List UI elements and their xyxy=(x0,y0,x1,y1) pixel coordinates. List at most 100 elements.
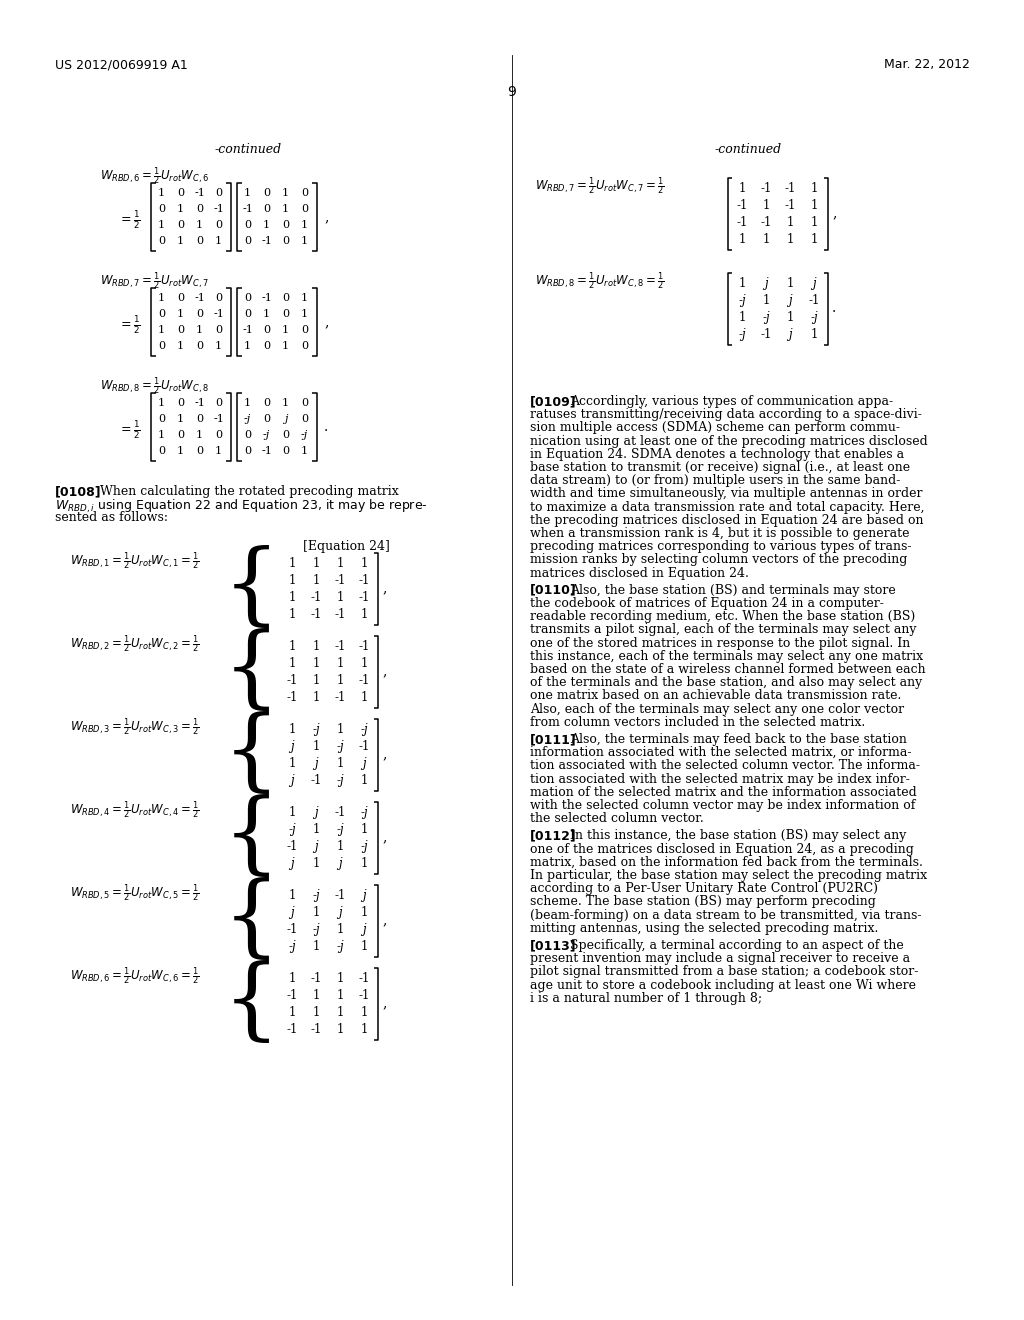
Text: 1: 1 xyxy=(360,940,368,953)
Text: -j: -j xyxy=(360,840,368,853)
Text: the precoding matrices disclosed in Equation 24 are based on: the precoding matrices disclosed in Equa… xyxy=(530,513,924,527)
Text: 0: 0 xyxy=(301,399,308,408)
Text: 1: 1 xyxy=(282,325,289,335)
Text: ,: , xyxy=(382,997,386,1010)
Text: width and time simultaneously, via multiple antennas in order: width and time simultaneously, via multi… xyxy=(530,487,923,500)
Text: -j: -j xyxy=(336,940,344,953)
Text: -1: -1 xyxy=(310,609,322,620)
Text: j: j xyxy=(290,857,294,870)
Text: -1: -1 xyxy=(213,205,224,214)
Text: 0: 0 xyxy=(263,187,270,198)
Text: 0: 0 xyxy=(177,293,184,304)
Text: information associated with the selected matrix, or informa-: information associated with the selected… xyxy=(530,746,911,759)
Text: 0: 0 xyxy=(301,414,308,424)
Text: 1: 1 xyxy=(196,220,203,230)
Text: -1: -1 xyxy=(287,923,298,936)
Text: (beam-forming) on a data stream to be transmitted, via trans-: (beam-forming) on a data stream to be tr… xyxy=(530,908,922,921)
Text: .: . xyxy=(324,420,329,434)
Text: -1: -1 xyxy=(334,574,346,587)
Text: 1: 1 xyxy=(312,822,319,836)
Text: pilot signal transmitted from a base station; a codebook stor-: pilot signal transmitted from a base sta… xyxy=(530,965,919,978)
Text: 0: 0 xyxy=(177,430,184,440)
Text: 1: 1 xyxy=(158,293,165,304)
Text: -1: -1 xyxy=(261,293,272,304)
Text: 0: 0 xyxy=(263,341,270,351)
Text: ,: , xyxy=(382,581,386,595)
Text: 1: 1 xyxy=(177,205,184,214)
Text: -continued: -continued xyxy=(715,143,781,156)
Text: 1: 1 xyxy=(312,657,319,671)
Text: 1: 1 xyxy=(360,822,368,836)
Text: -j: -j xyxy=(336,741,344,752)
Text: 1: 1 xyxy=(336,989,344,1002)
Text: one matrix based on an achievable data transmission rate.: one matrix based on an achievable data t… xyxy=(530,689,901,702)
Text: age unit to store a codebook including at least one Wi where: age unit to store a codebook including a… xyxy=(530,978,916,991)
Text: 0: 0 xyxy=(263,399,270,408)
Text: 1: 1 xyxy=(289,557,296,570)
Text: 0: 0 xyxy=(215,187,222,198)
Text: -1: -1 xyxy=(261,446,272,455)
Text: ,: , xyxy=(382,913,386,927)
Text: 0: 0 xyxy=(158,236,165,246)
Text: 0: 0 xyxy=(244,220,251,230)
Text: 1: 1 xyxy=(301,236,308,246)
Text: -j: -j xyxy=(738,294,745,308)
Text: transmits a pilot signal, each of the terminals may select any: transmits a pilot signal, each of the te… xyxy=(530,623,916,636)
Text: [0111]: [0111] xyxy=(530,733,577,746)
Text: 1: 1 xyxy=(312,857,319,870)
Text: 0: 0 xyxy=(196,236,203,246)
Text: 1: 1 xyxy=(312,675,319,686)
Text: 1: 1 xyxy=(244,399,251,408)
Text: 1: 1 xyxy=(762,234,770,246)
Text: -1: -1 xyxy=(784,199,796,213)
Text: -1: -1 xyxy=(310,591,322,605)
Text: sented as follows:: sented as follows: xyxy=(55,511,168,524)
Text: -1: -1 xyxy=(334,690,346,704)
Text: -1: -1 xyxy=(358,675,370,686)
Text: -j: -j xyxy=(738,327,745,341)
Text: matrices disclosed in Equation 24.: matrices disclosed in Equation 24. xyxy=(530,566,749,579)
Text: $W_{RBD,7} = \frac{1}{2}U_{rot}W_{C,7} = \frac{1}{2}$: $W_{RBD,7} = \frac{1}{2}U_{rot}W_{C,7} =… xyxy=(535,176,665,197)
Text: -1: -1 xyxy=(736,216,748,228)
Text: 1: 1 xyxy=(336,923,344,936)
Text: -1: -1 xyxy=(760,327,772,341)
Text: 0: 0 xyxy=(158,205,165,214)
Text: -1: -1 xyxy=(287,690,298,704)
Text: -1: -1 xyxy=(760,182,772,195)
Text: 0: 0 xyxy=(215,325,222,335)
Text: according to a Per-User Unitary Rate Control (PU2RC): according to a Per-User Unitary Rate Con… xyxy=(530,882,878,895)
Text: 1: 1 xyxy=(263,309,270,319)
Text: 0: 0 xyxy=(301,205,308,214)
Text: 0: 0 xyxy=(196,446,203,455)
Text: {: { xyxy=(223,876,280,964)
Text: 1: 1 xyxy=(215,236,222,246)
Text: ,: , xyxy=(324,210,329,224)
Text: 1: 1 xyxy=(301,220,308,230)
Text: -j: -j xyxy=(301,430,308,440)
Text: -j: -j xyxy=(288,822,296,836)
Text: 0: 0 xyxy=(196,309,203,319)
Text: -1: -1 xyxy=(808,294,819,308)
Text: j: j xyxy=(290,774,294,787)
Text: 0: 0 xyxy=(263,414,270,424)
Text: when a transmission rank is 4, but it is possible to generate: when a transmission rank is 4, but it is… xyxy=(530,527,909,540)
Text: 1: 1 xyxy=(282,187,289,198)
Text: matrix, based on the information fed back from the terminals.: matrix, based on the information fed bac… xyxy=(530,855,923,869)
Text: -j: -j xyxy=(244,414,251,424)
Text: -1: -1 xyxy=(195,399,205,408)
Text: 1: 1 xyxy=(289,609,296,620)
Text: 1: 1 xyxy=(301,309,308,319)
Text: 1: 1 xyxy=(810,327,818,341)
Text: $W_{RBD,6} = \frac{1}{2}U_{rot}W_{C,6} = \frac{1}{2}$: $W_{RBD,6} = \frac{1}{2}U_{rot}W_{C,6} =… xyxy=(70,965,200,986)
Text: -1: -1 xyxy=(358,574,370,587)
Text: 0: 0 xyxy=(158,309,165,319)
Text: 0: 0 xyxy=(244,293,251,304)
Text: 1: 1 xyxy=(177,414,184,424)
Text: 0: 0 xyxy=(282,220,289,230)
Text: -j: -j xyxy=(762,312,770,323)
Text: 1: 1 xyxy=(336,557,344,570)
Text: 1: 1 xyxy=(312,989,319,1002)
Text: 1: 1 xyxy=(786,277,794,290)
Text: j: j xyxy=(788,294,792,308)
Text: 1: 1 xyxy=(289,591,296,605)
